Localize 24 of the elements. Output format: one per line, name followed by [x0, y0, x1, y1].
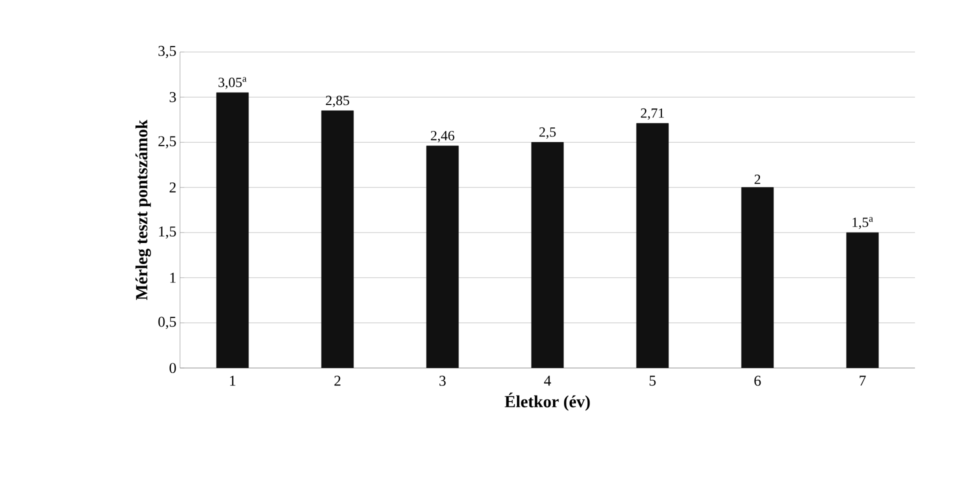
x-tick-label: 6 [754, 376, 761, 386]
y-tick-label: 2,5 [158, 136, 176, 148]
y-tick-label: 1,5 [159, 226, 176, 239]
y-tick-label: 0 [170, 362, 176, 374]
data-label: 2,5 [539, 127, 556, 139]
data-label: 3,05$^{a}$ [218, 77, 246, 90]
y-tick-label: 0,5 [158, 316, 176, 329]
data-label: 2 [754, 174, 760, 184]
x-tick-label: 5 [650, 376, 656, 386]
data-label: 1,5$^{a}$ [852, 217, 874, 230]
y-tick-label: 1 [170, 272, 176, 283]
x-tick-label: 1 [230, 376, 236, 386]
data-label: 2,71 [640, 108, 664, 120]
x-tick-label: 3 [439, 376, 446, 386]
y-axis-title: Mérleg teszt pontszámok [135, 120, 151, 300]
data-label: 2,85 [326, 96, 350, 108]
x-tick-label: 4 [544, 376, 551, 386]
x-axis-title: Életkor (év) [504, 392, 590, 411]
y-tick-label: 2 [170, 182, 176, 192]
y-tick-label: 3 [170, 92, 176, 102]
x-tick-label: 7 [860, 376, 866, 386]
x-tick-label: 2 [334, 376, 340, 386]
data-label: 2,46 [430, 130, 454, 142]
y-tick-label: 3,5 [158, 46, 176, 58]
